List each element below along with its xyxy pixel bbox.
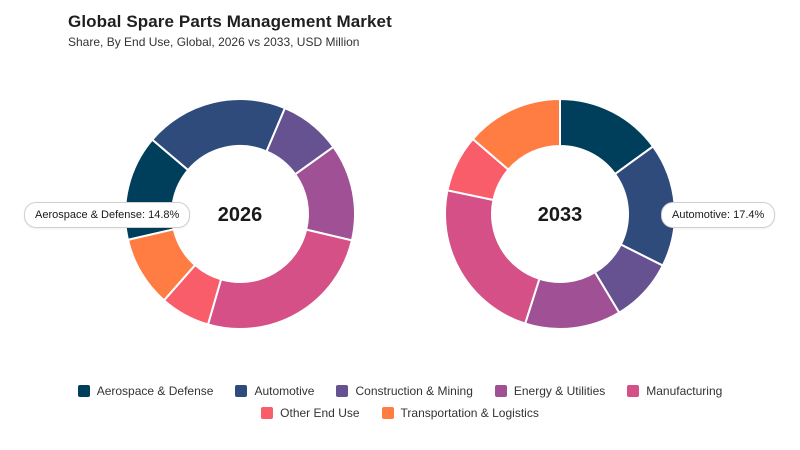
legend-label: Transportation & Logistics (400, 406, 539, 420)
slice-2033-manufacturing[interactable] (444, 189, 541, 325)
tooltip-2026: Aerospace & Defense: 14.8% (24, 202, 191, 228)
chart-subtitle: Share, By End Use, Global, 2026 vs 2033,… (68, 35, 360, 49)
tooltip-2033: Automotive: 17.4% (661, 202, 776, 228)
legend-item-construction-and-mining[interactable]: Construction & Mining (336, 384, 473, 398)
legend-label: Other End Use (280, 406, 360, 420)
donut-charts: 2026 2033 (124, 97, 676, 330)
legend-label: Manufacturing (646, 384, 723, 398)
donut-chart-2033: 2033 (444, 97, 676, 330)
legend: Aerospace & Defense Automotive Constructio… (0, 384, 800, 420)
legend-label: Construction & Mining (355, 384, 473, 398)
legend-label: Aerospace & Defense (96, 384, 214, 398)
legend-label: Energy & Utilities (513, 384, 606, 398)
slice-2026-transportation-and-logistics[interactable] (126, 228, 197, 302)
center-label-2026: 2026 (218, 204, 263, 226)
legend-item-manufacturing[interactable]: Manufacturing (627, 384, 722, 398)
center-label-2033: 2033 (538, 204, 583, 226)
legend-item-automotive[interactable]: Automotive (235, 384, 314, 398)
legend-swatch (261, 407, 274, 419)
legend-item-energy-and-utilities[interactable]: Energy & Utilities (494, 384, 606, 398)
legend-item-other-end-use[interactable]: Other End Use (261, 406, 360, 420)
slice-2033-transportation-and-logistics[interactable] (471, 97, 561, 172)
legend-swatch (235, 385, 248, 397)
legend-swatch (627, 385, 640, 397)
legend-swatch (336, 385, 349, 397)
legend-swatch (77, 385, 90, 397)
chart-title: Global Spare Parts Management Market (68, 12, 392, 31)
slice-2026-manufacturing[interactable] (206, 228, 354, 330)
legend-swatch (494, 385, 507, 397)
legend-swatch (381, 407, 394, 419)
legend-label: Automotive (254, 384, 315, 398)
legend-item-aerospace-and-defense[interactable]: Aerospace & Defense (77, 384, 214, 398)
legend-item-transportation-and-logistics[interactable]: Transportation & Logistics (381, 406, 539, 420)
